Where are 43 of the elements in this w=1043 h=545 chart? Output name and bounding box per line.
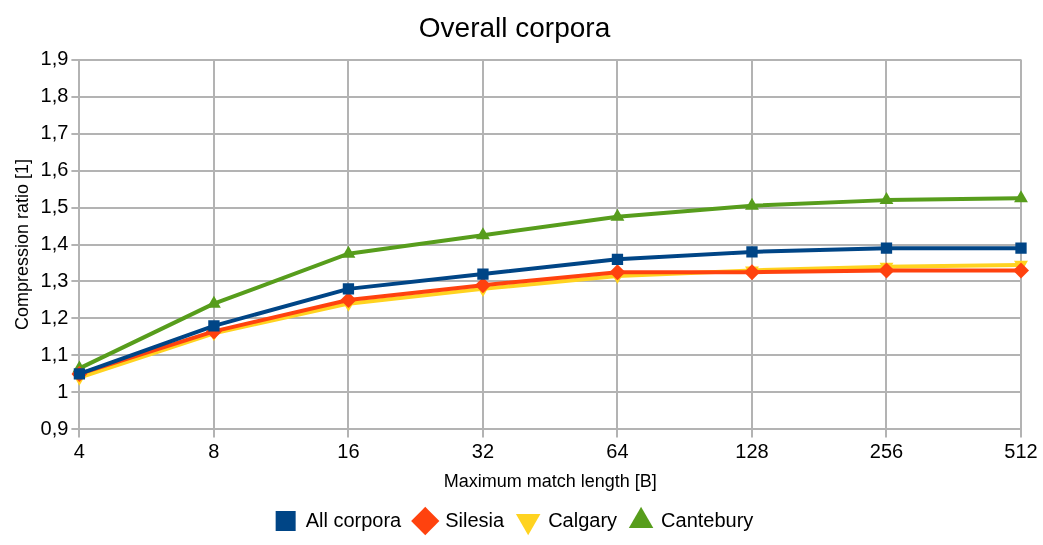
x-tick-label: 4 xyxy=(73,439,85,462)
x-tick-label: 512 xyxy=(1004,439,1038,462)
legend-label: Calgary xyxy=(548,508,618,531)
point xyxy=(476,227,490,240)
point xyxy=(610,208,625,221)
y-tick-label: 1,1 xyxy=(40,342,69,365)
x-tick-label: 16 xyxy=(337,439,360,462)
legend-label: Silesia xyxy=(445,508,506,531)
point xyxy=(1014,190,1028,203)
y-tick-label: 1,7 xyxy=(40,121,69,144)
y-tick-label: 1,8 xyxy=(40,84,69,107)
point xyxy=(341,245,356,258)
x-tick-label: 256 xyxy=(869,439,904,462)
point xyxy=(611,253,624,265)
y-tick-label: 1,3 xyxy=(40,269,69,291)
point xyxy=(879,192,894,205)
x-tick-label: 32 xyxy=(471,439,495,462)
legend-label: All corpora xyxy=(305,508,403,531)
point xyxy=(878,262,895,279)
point xyxy=(745,197,759,210)
y-axis-title: Compression ratio [1] xyxy=(11,158,32,331)
point xyxy=(609,264,626,281)
y-tick-label: 1,4 xyxy=(40,232,69,255)
point xyxy=(208,320,220,332)
y-tick-label: 1,5 xyxy=(40,195,69,218)
point xyxy=(1015,242,1027,254)
y-tick-label: 0,9 xyxy=(40,416,69,439)
y-tick-label: 1,2 xyxy=(40,305,69,328)
legend-label: Cantebury xyxy=(661,508,754,531)
chart-title: Overall corpora xyxy=(418,11,611,43)
point xyxy=(474,277,491,294)
y-tick-label: 1,9 xyxy=(40,47,69,70)
point xyxy=(746,246,758,258)
x-tick-label: 8 xyxy=(208,439,220,462)
point xyxy=(477,268,489,280)
point xyxy=(342,283,355,295)
x-axis-title: Maximum match length [B] xyxy=(443,471,657,492)
y-tick-label: 1 xyxy=(57,379,69,402)
x-tick-label: 64 xyxy=(606,439,629,462)
point xyxy=(1013,262,1029,279)
x-tick-label: 128 xyxy=(735,439,769,462)
point xyxy=(880,242,893,254)
y-tick-label: 1,6 xyxy=(40,158,69,181)
